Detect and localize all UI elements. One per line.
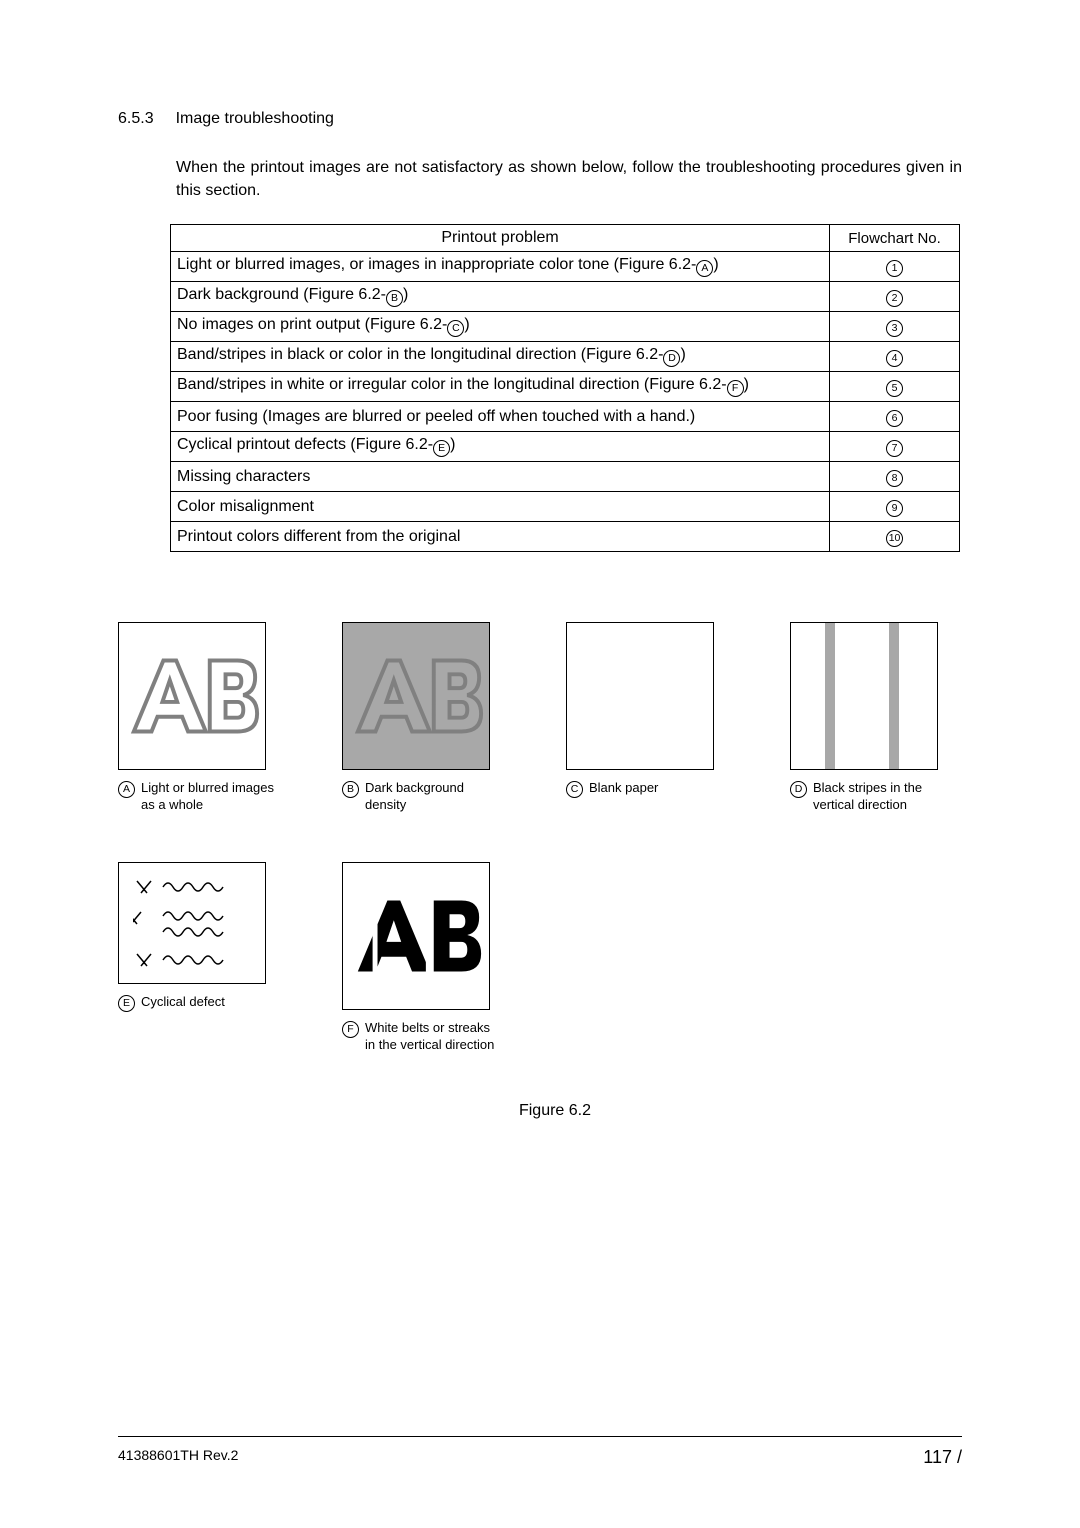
- table-row: Band/stripes in black or color in the lo…: [171, 342, 960, 372]
- footer-doc: 41388601TH Rev.2: [118, 1447, 238, 1468]
- figure-b-caption: Dark background density: [365, 780, 502, 814]
- figure-b-label: B Dark background density: [342, 780, 502, 814]
- cell-flowchart: 9: [830, 492, 960, 522]
- figure-a-caption: Light or blurred images as a whole: [141, 780, 278, 814]
- figure-c-letter: C: [566, 781, 583, 798]
- cell-flowchart: 8: [830, 462, 960, 492]
- circled-ref: F: [727, 380, 744, 397]
- figure-d-caption: Black stripes in the vertical direction: [813, 780, 950, 814]
- figure-c-label: C Blank paper: [566, 780, 726, 798]
- cyclical-line-1: [133, 873, 253, 901]
- stripe-1: [825, 623, 835, 769]
- table-row: Color misalignment 9: [171, 492, 960, 522]
- cell-problem: Printout colors different from the origi…: [171, 522, 830, 552]
- cell-flowchart: 1: [830, 252, 960, 282]
- table-row: Dark background (Figure 6.2-B) 2: [171, 282, 960, 312]
- circled-number: 6: [886, 410, 903, 427]
- cell-problem: Cyclical printout defects (Figure 6.2-E): [171, 432, 830, 462]
- stripe-2: [889, 623, 899, 769]
- table-row: Printout colors different from the origi…: [171, 522, 960, 552]
- cell-problem: Dark background (Figure 6.2-B): [171, 282, 830, 312]
- section-number: 6.5.3: [118, 110, 154, 128]
- figure-a: A Light or blurred images as a whole: [118, 622, 278, 814]
- cell-problem: Band/stripes in black or color in the lo…: [171, 342, 830, 372]
- cell-flowchart: 4: [830, 342, 960, 372]
- circled-ref: D: [663, 350, 680, 367]
- figure-e-letter: E: [118, 995, 135, 1012]
- cell-flowchart: 10: [830, 522, 960, 552]
- table-header-problem: Printout problem: [171, 225, 830, 252]
- cell-flowchart: 3: [830, 312, 960, 342]
- cell-problem: No images on print output (Figure 6.2-C): [171, 312, 830, 342]
- cell-problem: Color misalignment: [171, 492, 830, 522]
- figure-e-box: [118, 862, 266, 984]
- figure-f-svg: [343, 862, 489, 1010]
- circled-number: 10: [886, 530, 903, 547]
- table-header-flowchart: Flowchart No.: [830, 225, 960, 252]
- cell-flowchart: 7: [830, 432, 960, 462]
- figure-d: D Black stripes in the vertical directio…: [790, 622, 950, 814]
- circled-number: 7: [886, 440, 903, 457]
- figure-c-caption: Blank paper: [589, 780, 658, 798]
- circled-number: 3: [886, 320, 903, 337]
- figure-b-svg: [343, 622, 489, 770]
- cell-problem: Poor fusing (Images are blurred or peele…: [171, 402, 830, 432]
- figure-b-box: [342, 622, 490, 770]
- cell-problem: Light or blurred images, or images in in…: [171, 252, 830, 282]
- figure-e-caption: Cyclical defect: [141, 994, 225, 1012]
- figures-row-2: E Cyclical defect F White belts or strea…: [118, 862, 962, 1054]
- circled-ref: E: [433, 440, 450, 457]
- figure-a-box: [118, 622, 266, 770]
- figure-d-box: [790, 622, 938, 770]
- figure-e: E Cyclical defect: [118, 862, 278, 1054]
- circled-number: 2: [886, 290, 903, 307]
- table-row: Cyclical printout defects (Figure 6.2-E)…: [171, 432, 960, 462]
- cell-flowchart: 6: [830, 402, 960, 432]
- table-row: Light or blurred images, or images in in…: [171, 252, 960, 282]
- circled-number: 5: [886, 380, 903, 397]
- table-row: Poor fusing (Images are blurred or peele…: [171, 402, 960, 432]
- cell-problem: Missing characters: [171, 462, 830, 492]
- page-footer: 41388601TH Rev.2 117 /: [118, 1436, 962, 1468]
- problem-table: Printout problem Flowchart No. Light or …: [170, 224, 960, 552]
- section-header: 6.5.3 Image troubleshooting: [118, 110, 962, 128]
- figure-a-svg: [119, 622, 265, 770]
- figure-f-box: [342, 862, 490, 1010]
- figure-a-label: A Light or blurred images as a whole: [118, 780, 278, 814]
- section-title: Image troubleshooting: [176, 110, 334, 128]
- figure-f-letter: F: [342, 1021, 359, 1038]
- figures-row-1: A Light or blurred images as a whole B D…: [118, 622, 962, 814]
- figure-a-letter: A: [118, 781, 135, 798]
- circled-ref: C: [447, 320, 464, 337]
- figure-f: F White belts or streaks in the vertical…: [342, 862, 502, 1054]
- circled-ref: A: [696, 260, 713, 277]
- circled-ref: B: [386, 290, 403, 307]
- circled-number: 4: [886, 350, 903, 367]
- cell-flowchart: 2: [830, 282, 960, 312]
- table-row: Missing characters 8: [171, 462, 960, 492]
- circled-number: 9: [886, 500, 903, 517]
- table-row: No images on print output (Figure 6.2-C)…: [171, 312, 960, 342]
- intro-text: When the printout images are not satisfa…: [176, 156, 962, 202]
- figure-caption: Figure 6.2: [148, 1102, 962, 1120]
- table-row: Band/stripes in white or irregular color…: [171, 372, 960, 402]
- cyclical-line-3: [133, 946, 253, 974]
- figure-f-label: F White belts or streaks in the vertical…: [342, 1020, 502, 1054]
- cell-flowchart: 5: [830, 372, 960, 402]
- figure-e-label: E Cyclical defect: [118, 994, 278, 1012]
- figure-d-letter: D: [790, 781, 807, 798]
- cyclical-line-2: [133, 908, 253, 938]
- figure-d-label: D Black stripes in the vertical directio…: [790, 780, 950, 814]
- circled-number: 1: [886, 260, 903, 277]
- figure-b-letter: B: [342, 781, 359, 798]
- figure-c-box: [566, 622, 714, 770]
- figure-b: B Dark background density: [342, 622, 502, 814]
- cell-problem: Band/stripes in white or irregular color…: [171, 372, 830, 402]
- footer-page: 117 /: [923, 1447, 962, 1468]
- figure-c: C Blank paper: [566, 622, 726, 814]
- circled-number: 8: [886, 470, 903, 487]
- figure-f-caption: White belts or streaks in the vertical d…: [365, 1020, 502, 1054]
